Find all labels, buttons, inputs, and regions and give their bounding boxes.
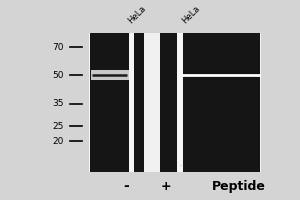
Text: +: + [161,180,172,193]
Bar [91,70,129,80]
Bar [177,33,183,172]
Text: HeLa: HeLa [180,4,201,26]
Bar [90,33,129,172]
Text: 70: 70 [52,43,64,52]
Bar [134,33,144,172]
Bar [89,33,262,172]
Bar [183,33,260,172]
Text: HeLa: HeLa [126,4,148,26]
Text: 35: 35 [52,99,64,108]
Bar [160,33,177,172]
Text: Peptide: Peptide [212,180,266,193]
Text: 50: 50 [52,71,64,80]
Text: 20: 20 [52,137,64,146]
Text: 25: 25 [52,122,64,131]
Bar [144,33,160,172]
Text: -: - [123,179,129,193]
